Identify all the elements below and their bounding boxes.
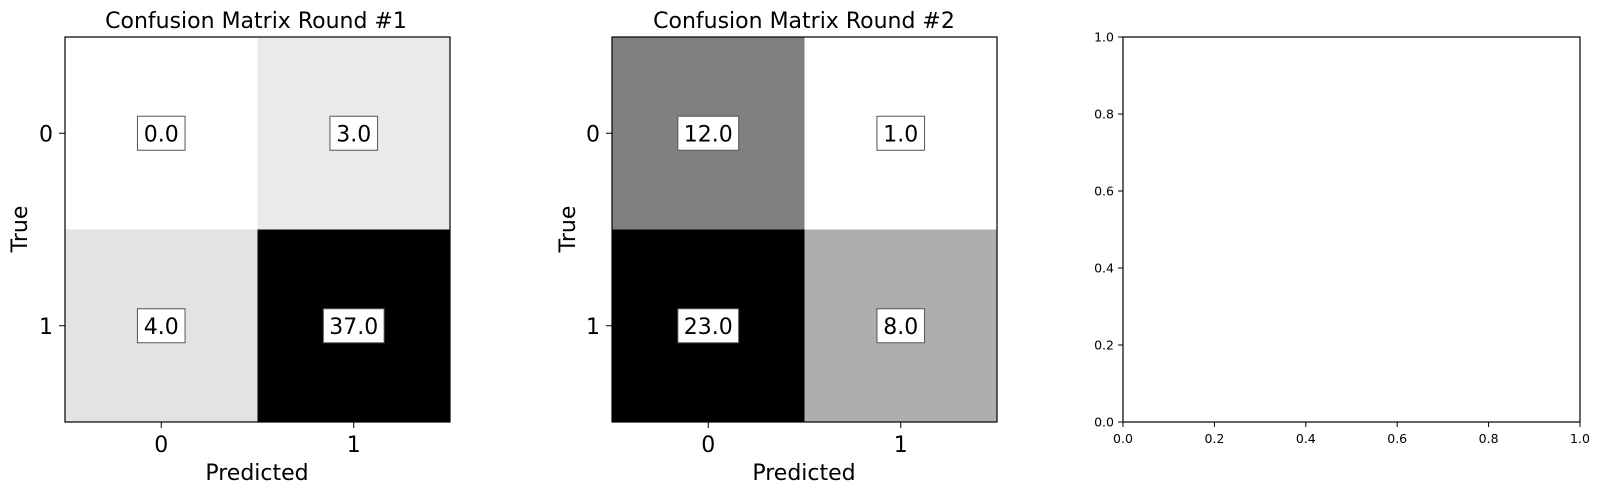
y-axis-label: True	[8, 206, 33, 254]
cell-value-label: 1.0	[883, 122, 918, 147]
cell-label-box	[322, 308, 385, 344]
y-tick-label: 0	[39, 122, 53, 147]
x-tick-label: 1.0	[1570, 431, 1590, 446]
y-tick-label: 0	[586, 122, 600, 147]
plot-frame	[1122, 36, 1581, 423]
cell-value-label: 23.0	[684, 315, 733, 340]
confusion-matrix-round-1: Confusion Matrix Round #1 0.0 3.04.0 37.0 …	[8, 9, 451, 486]
x-tick-label: 1	[347, 433, 361, 458]
x-tick-label: 0.4	[1296, 431, 1316, 446]
y-tick-label: 0.0	[1094, 415, 1114, 430]
x-tick-label: 0.8	[1479, 431, 1499, 446]
y-tick-label: 1	[39, 315, 53, 340]
heatmap-cells: 0.0 3.0 4.0 37.0	[65, 37, 450, 422]
x-axis-label: Predicted	[205, 461, 308, 486]
x-tick-label: 0	[154, 433, 168, 458]
cell-label-box	[329, 115, 379, 151]
plot-frame	[64, 36, 451, 423]
cell-label-box	[677, 308, 740, 344]
chart-title: Confusion Matrix Round #1	[105, 9, 407, 34]
y-tick-label: 0.2	[1094, 338, 1114, 353]
cell-value-label: 37.0	[329, 315, 378, 340]
y-tick-label: 1	[586, 315, 600, 340]
chart-title: Confusion Matrix Round #2	[653, 9, 955, 34]
cell-value-label: 4.0	[144, 315, 179, 340]
cell-value-label: 12.0	[684, 122, 733, 147]
y-tick-label: 0.8	[1094, 107, 1114, 122]
y-tick-label: 0.4	[1094, 261, 1114, 276]
cell-value-label: 8.0	[883, 315, 918, 340]
axis-ticks: 0 1 0 1	[586, 122, 908, 458]
cell-label-box	[136, 308, 186, 344]
cell-label-box	[876, 115, 926, 151]
y-axis-label: True	[556, 206, 581, 254]
x-tick-label: 0.6	[1387, 431, 1407, 446]
cell-value-label: 0.0	[144, 122, 179, 147]
confusion-matrix-round-2: Confusion Matrix Round #2 12.0 1.0 23.0 8.0…	[556, 9, 998, 486]
empty-axes: 0.0 0.2 0.4 0.6 0.8 1.0 0.0 0.2 0.4 0.6 0.8 1.0	[1094, 30, 1590, 447]
heatmap-cells: 12.0 1.0 23.0 8.0	[612, 37, 997, 422]
axis-ticks: 0.0 0.2 0.4 0.6 0.8 1.0 0.0 0.2 0.4 0.6 0.8 1.0	[1094, 30, 1590, 447]
x-tick-label: 1	[894, 433, 908, 458]
x-tick-label: 0.0	[1113, 431, 1133, 446]
y-tick-label: 0.6	[1094, 184, 1114, 199]
cell-label-box	[876, 308, 926, 344]
x-axis-label: Predicted	[752, 461, 855, 486]
x-tick-label: 0.2	[1204, 431, 1224, 446]
x-tick-label: 0	[701, 433, 715, 458]
cell-label-box	[136, 115, 186, 151]
plot-frame	[611, 36, 998, 423]
axis-ticks: 0 1 0 1	[39, 122, 361, 458]
y-tick-label: 1.0	[1094, 30, 1114, 45]
cell-label-box	[677, 115, 740, 151]
cell-value-label: 3.0	[336, 122, 371, 147]
